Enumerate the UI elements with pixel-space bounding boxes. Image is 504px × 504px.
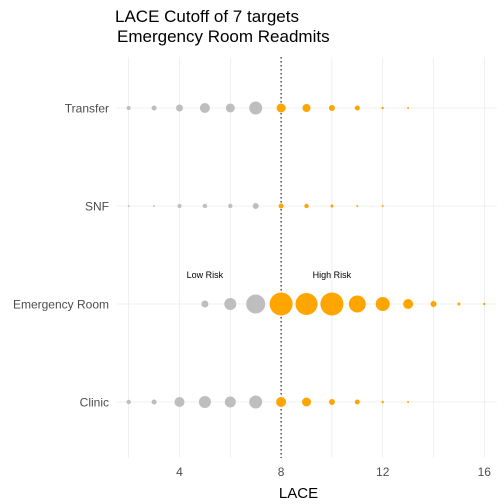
point-emergency-room-5: [201, 301, 208, 308]
point-clinic-3: [152, 400, 157, 405]
point-emergency-room-11: [349, 296, 366, 313]
y-tick-label-clinic: Clinic: [80, 396, 109, 410]
data-points: [127, 102, 486, 409]
point-clinic-11: [355, 400, 360, 405]
x-tick-label: 16: [478, 465, 492, 479]
point-clinic-9: [302, 398, 311, 407]
point-emergency-room-15: [457, 303, 460, 306]
y-tick-label-snf: SNF: [85, 200, 109, 214]
point-transfer-9: [303, 104, 311, 112]
point-emergency-room-6: [224, 298, 236, 310]
point-snf-9: [304, 204, 308, 208]
point-transfer-5: [200, 103, 210, 113]
point-transfer-6: [226, 104, 235, 113]
point-transfer-10: [329, 105, 335, 111]
point-emergency-room-14: [431, 301, 437, 307]
y-tick-label-emergency-room: Emergency Room: [13, 298, 109, 312]
point-transfer-8: [277, 104, 286, 113]
point-clinic-10: [329, 399, 335, 405]
point-clinic-4: [175, 397, 185, 407]
chart-title-line-2: Emergency Room Readmits: [117, 27, 330, 46]
x-tick-label: 8: [278, 465, 285, 479]
point-snf-7: [253, 203, 259, 209]
point-clinic-6: [225, 397, 236, 408]
x-tick-label: 4: [176, 465, 183, 479]
point-snf-3: [153, 205, 155, 207]
point-clinic-12: [382, 401, 384, 403]
point-transfer-12: [382, 107, 384, 109]
point-snf-4: [178, 204, 182, 208]
x-axis-title: LACE: [279, 485, 318, 502]
point-transfer-3: [152, 106, 157, 111]
point-emergency-room-16: [483, 303, 485, 305]
point-transfer-2: [127, 106, 131, 110]
point-transfer-4: [176, 105, 183, 112]
point-emergency-room-10: [320, 293, 343, 316]
chart-title-line-1: LACE Cutoff of 7 targets: [115, 7, 299, 26]
point-snf-12: [382, 205, 384, 207]
point-emergency-room-9: [296, 293, 318, 315]
point-clinic-13: [407, 401, 409, 403]
point-snf-6: [228, 204, 232, 208]
point-snf-8: [279, 204, 284, 209]
point-clinic-5: [199, 396, 211, 408]
y-tick-label-transfer: Transfer: [65, 102, 109, 116]
point-snf-2: [128, 205, 130, 207]
point-snf-11: [356, 205, 358, 207]
point-emergency-room-12: [376, 297, 390, 311]
point-transfer-11: [355, 106, 360, 111]
annotation-high-risk: High Risk: [313, 270, 352, 280]
point-emergency-room-13: [403, 299, 413, 309]
point-clinic-7: [249, 396, 262, 409]
point-emergency-room-7: [246, 295, 265, 314]
x-tick-label: 12: [376, 465, 390, 479]
point-clinic-8: [276, 397, 286, 407]
point-clinic-2: [127, 400, 131, 404]
point-transfer-7: [249, 102, 262, 115]
annotation-low-risk: Low Risk: [187, 270, 224, 280]
point-snf-5: [203, 204, 207, 208]
annotations: Low Risk High Risk: [187, 270, 352, 280]
point-transfer-13: [407, 107, 409, 109]
point-snf-10: [330, 205, 333, 208]
point-emergency-room-8: [270, 293, 293, 316]
